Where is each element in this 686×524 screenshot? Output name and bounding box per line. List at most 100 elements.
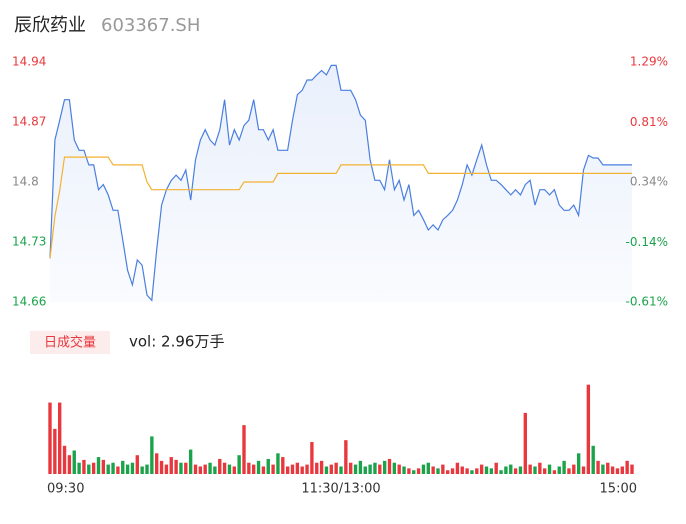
volume-bar [184,462,188,474]
price-area [50,65,632,303]
volume-bar [455,462,460,474]
price-line [49,64,632,302]
volume-bar [465,468,469,474]
volume-bar [242,425,246,474]
volume-bar [271,464,275,474]
volume-bar [504,466,508,474]
y-tick-label: 14.66 [12,295,46,309]
volume-bar [382,460,387,474]
volume-bar [203,464,207,474]
volume-bar [426,462,430,474]
volume-bar [460,466,464,474]
volume-bar [125,464,130,474]
volume-bar [450,468,455,474]
volume-bar [334,462,338,474]
volume-bar [610,466,615,474]
volume-bar [121,460,125,474]
volume-bar [562,460,566,474]
volume-bar [198,466,203,474]
volume-bar [547,464,552,474]
volume-bar [581,466,586,474]
volume-bar [188,449,193,474]
volume-bar [567,468,571,474]
y2-tick-label: -0.61% [626,295,668,309]
volume-total: vol: 2.96万手 [129,333,224,351]
volume-bar [193,464,198,474]
volume-bar [543,468,547,474]
average-line [49,156,632,259]
volume-bar [237,455,241,474]
volume-bar [305,464,309,474]
volume-bar [213,466,217,474]
volume-bar [494,462,498,474]
volume-bar [252,464,256,474]
volume-bar [169,457,173,474]
volume-bar [407,468,411,474]
volume-bar [431,466,435,474]
volume-bar [412,470,416,474]
volume-bar [387,458,392,474]
volume-bar [155,453,159,474]
volume-bar [135,455,139,474]
volume-bar [349,462,353,474]
volume-title: 日成交量 [44,335,96,351]
volume-bar [48,402,52,474]
x-tick-label: 11:30/13:00 [301,482,380,497]
y2-tick-label: 0.34% [630,175,668,189]
volume-bar [218,458,222,474]
volume-bar [222,462,227,474]
volume-bar [615,468,620,474]
volume-bar [499,470,503,474]
volume-bar [72,450,76,474]
x-tick-label: 15:00 [600,482,637,497]
volume-bar [601,464,605,474]
volume-bar [446,470,450,474]
y-tick-label: 14.87 [12,115,46,129]
volume-bar [96,457,101,474]
volume-bar [552,470,557,474]
volume-bar [392,462,397,474]
volume-bar [261,466,266,474]
volume-bar [402,466,406,474]
volume-bar [266,458,270,474]
volume-bar [174,459,178,474]
volume-bar [140,466,144,474]
volume-bar [484,466,489,474]
volume-bar [572,464,576,474]
volume-bar [315,462,319,474]
y2-tick-label: 1.29% [630,55,668,69]
volume-bar [295,462,300,474]
volume-bar [281,457,285,474]
volume-bar [58,402,62,474]
y-tick-label: 14.73 [12,235,46,249]
volume-bar [509,464,513,474]
volume-bar [479,464,484,474]
volume-bar [232,466,236,474]
volume-bar [518,466,523,474]
volume-bar [557,466,561,474]
volume-bar [247,462,251,474]
volume-bar [358,460,363,474]
volume-bar [470,470,474,474]
volume-bar [116,466,120,474]
volume-bar [353,464,358,474]
volume-bar [150,436,154,474]
volume-bar [533,466,537,474]
volume-bar [145,464,149,474]
volume-bar [285,466,290,474]
volume-bar [91,462,96,474]
volume-bar [111,462,115,474]
volume-bar [208,462,212,474]
volume-bar [538,462,542,474]
y-tick-label: 14.8 [12,175,39,189]
y-tick-label: 14.94 [12,55,46,69]
volume-bar [87,464,91,474]
volume-bar [290,464,295,474]
volume-bar [344,440,348,474]
volume-bar [620,466,624,474]
volume-bar [319,460,324,474]
volume-bar [256,460,261,474]
volume-bar [586,384,591,474]
volume-bar [164,464,169,474]
